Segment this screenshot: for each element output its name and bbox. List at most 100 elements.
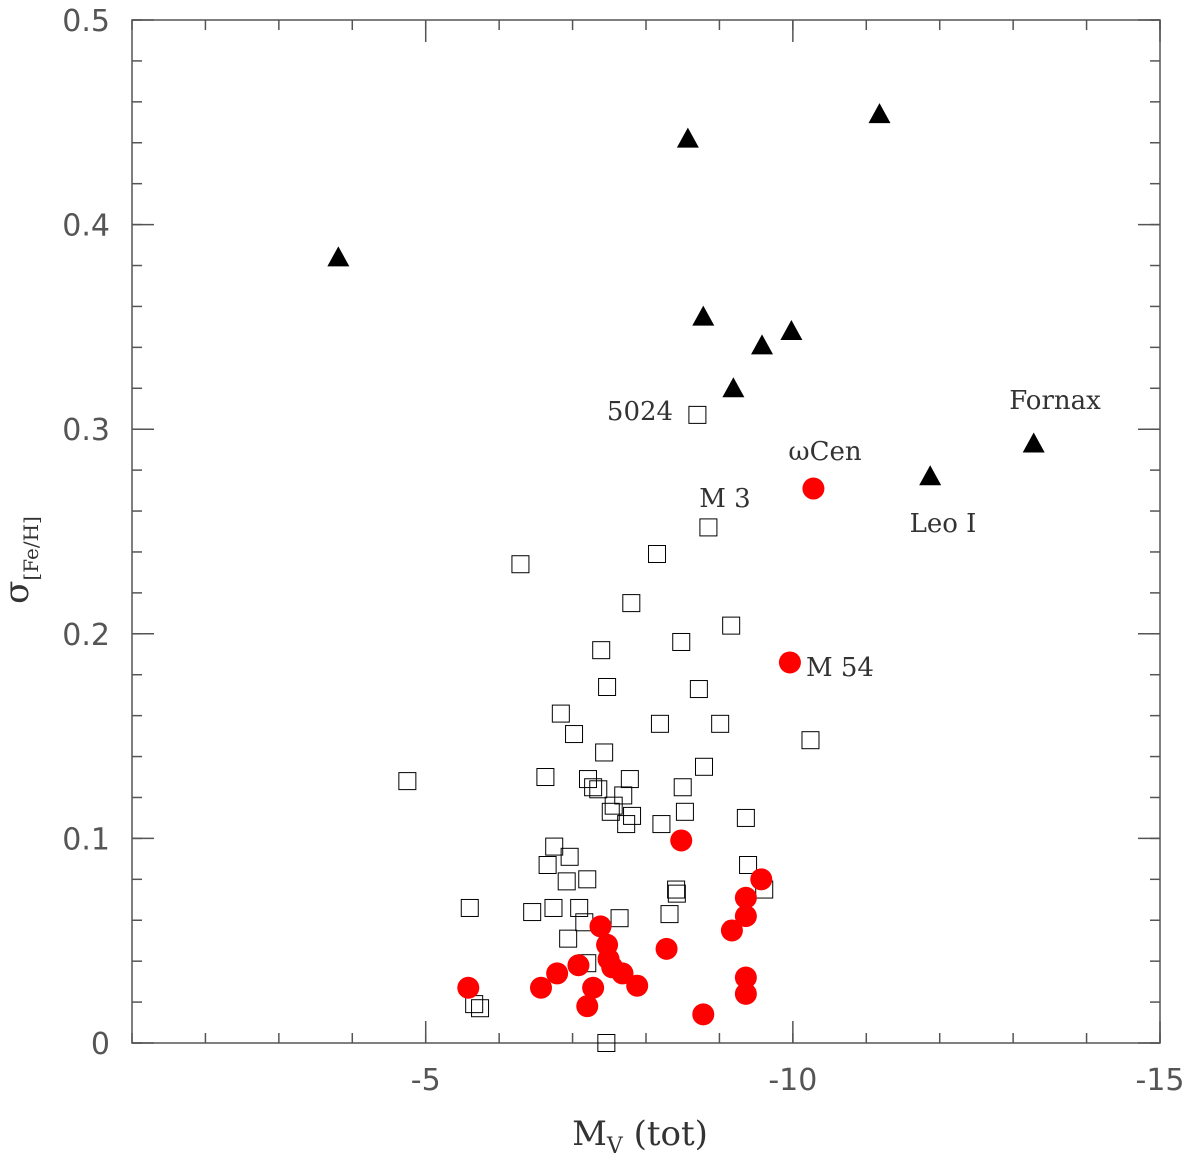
square-point bbox=[660, 905, 679, 924]
square-point bbox=[695, 757, 714, 776]
circle-point bbox=[611, 962, 634, 985]
square-point bbox=[536, 768, 555, 787]
square-point bbox=[689, 680, 708, 699]
triangle-point bbox=[1022, 432, 1045, 453]
square-point bbox=[610, 909, 629, 928]
x-label-rest: (tot) bbox=[623, 1114, 708, 1154]
square-point bbox=[570, 898, 589, 917]
square-point bbox=[595, 743, 614, 762]
square-point bbox=[604, 796, 623, 815]
square-point bbox=[801, 731, 820, 750]
x-label-sub: V bbox=[606, 1134, 624, 1159]
annotation: M 3 bbox=[699, 484, 750, 514]
x-label-main: M bbox=[572, 1114, 607, 1154]
y-axis-label: σ[Fe/H] bbox=[0, 516, 43, 604]
square-point bbox=[560, 847, 579, 866]
square-point bbox=[557, 872, 576, 891]
square-point bbox=[523, 903, 542, 922]
square-point bbox=[460, 898, 479, 917]
circle-point bbox=[576, 995, 599, 1018]
square-point bbox=[652, 815, 671, 834]
y-label-main: σ bbox=[0, 581, 37, 604]
square-point bbox=[578, 870, 597, 889]
square-point bbox=[620, 770, 639, 789]
square-point bbox=[471, 999, 490, 1018]
square-point bbox=[584, 778, 603, 797]
plot-frame bbox=[131, 19, 1161, 1044]
circle-point bbox=[802, 477, 825, 500]
square-point bbox=[623, 806, 642, 825]
circle-point bbox=[750, 868, 773, 891]
circle-point bbox=[734, 966, 757, 989]
square-point bbox=[551, 704, 570, 723]
circle-point bbox=[734, 982, 757, 1005]
triangle-point bbox=[692, 305, 715, 326]
annotation: 5024 bbox=[607, 397, 673, 427]
square-point bbox=[667, 884, 686, 903]
triangle-point bbox=[868, 103, 891, 124]
circle-point bbox=[589, 915, 612, 938]
circle-point bbox=[457, 976, 480, 999]
square-point bbox=[672, 632, 691, 651]
square-point bbox=[675, 802, 694, 821]
circle-point bbox=[582, 976, 605, 999]
annotation: Leo I bbox=[910, 509, 977, 539]
square-point bbox=[711, 714, 730, 733]
square-point bbox=[544, 898, 563, 917]
circle-point bbox=[692, 1003, 715, 1026]
annotation: M 54 bbox=[806, 653, 874, 683]
annotation: ωCen bbox=[788, 437, 861, 467]
y-tick-label: 0 bbox=[91, 1027, 110, 1062]
y-tick-label: 0.3 bbox=[62, 413, 110, 448]
square-point bbox=[511, 555, 530, 574]
square-point bbox=[565, 725, 584, 744]
circle-point bbox=[626, 974, 649, 997]
x-tick-label: -10 bbox=[768, 1063, 817, 1098]
square-point bbox=[598, 677, 617, 696]
square-point bbox=[722, 616, 741, 635]
x-tick-label: -5 bbox=[411, 1063, 441, 1098]
square-point bbox=[648, 545, 667, 564]
circle-point bbox=[529, 976, 552, 999]
circle-point bbox=[720, 919, 743, 942]
square-point bbox=[589, 780, 608, 799]
square-point bbox=[545, 837, 564, 856]
square-point bbox=[597, 1034, 616, 1052]
triangle-point bbox=[327, 246, 350, 267]
y-label: σ[Fe/H] bbox=[0, 516, 43, 604]
triangle-point bbox=[919, 465, 942, 486]
square-point bbox=[667, 880, 686, 899]
square-point bbox=[739, 855, 758, 874]
circle-point bbox=[567, 954, 590, 977]
square-point bbox=[650, 714, 669, 733]
square-point bbox=[688, 405, 707, 424]
y-tick-label: 0.4 bbox=[62, 209, 110, 244]
triangle-point bbox=[676, 127, 699, 148]
x-tick-label: -15 bbox=[1136, 1063, 1185, 1098]
circle-point bbox=[778, 651, 801, 674]
y-label-sub: [Fe/H] bbox=[19, 516, 43, 580]
triangle-point bbox=[780, 319, 803, 340]
y-tick-label: 0.5 bbox=[62, 4, 110, 39]
annotation: Fornax bbox=[1009, 386, 1101, 416]
square-point bbox=[592, 641, 611, 660]
y-tick-label: 0.1 bbox=[62, 822, 110, 857]
triangle-point bbox=[722, 377, 745, 398]
circle-point bbox=[734, 905, 757, 928]
x-axis-label: MV (tot) bbox=[572, 1114, 708, 1159]
square-point bbox=[601, 802, 620, 821]
square-point bbox=[559, 929, 578, 948]
square-point bbox=[673, 778, 692, 797]
square-point bbox=[614, 786, 633, 805]
square-point bbox=[622, 594, 641, 613]
circle-point bbox=[734, 886, 757, 909]
square-point bbox=[736, 808, 755, 827]
circle-point bbox=[546, 962, 569, 985]
circle-point bbox=[670, 829, 693, 852]
square-point bbox=[699, 518, 718, 537]
square-point bbox=[398, 772, 417, 791]
circle-point bbox=[655, 937, 678, 960]
y-tick-label: 0.2 bbox=[62, 618, 110, 653]
square-point bbox=[538, 855, 557, 874]
